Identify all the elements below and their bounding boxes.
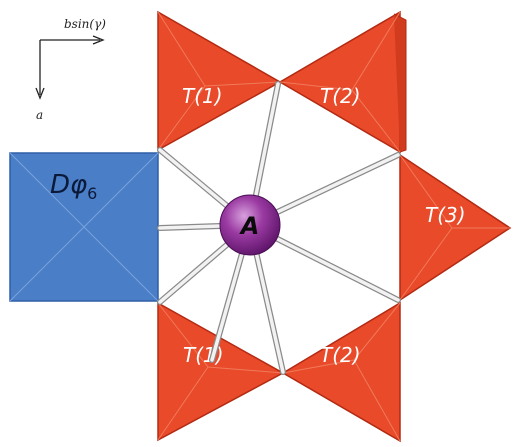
atom-a-label: A	[239, 212, 260, 240]
t2-bottom-label: T(2)	[320, 343, 361, 367]
octahedron-d6: Dφ6	[9, 152, 159, 302]
b-axis-label: bsin(γ)	[64, 17, 106, 31]
t2-top-label: T(2)	[320, 84, 361, 108]
axis-indicator: bsin(γ) a	[35, 17, 106, 122]
a-axis-label: a	[36, 108, 43, 122]
tetrahedron-t2-bottom: T(2)	[281, 301, 401, 443]
t1-top-label: T(1)	[182, 84, 223, 108]
center-atom-a: A	[219, 194, 281, 256]
tetrahedron-t2-top: T(2)	[278, 10, 407, 154]
t3-label: T(3)	[425, 203, 466, 227]
tetrahedron-t1-top: T(1)	[157, 10, 282, 152]
tetrahedron-t3: T(3)	[399, 153, 512, 302]
tetrahedron-t1-bottom: T(1)	[157, 301, 285, 442]
octahedron-label: Dφ6	[50, 170, 97, 203]
